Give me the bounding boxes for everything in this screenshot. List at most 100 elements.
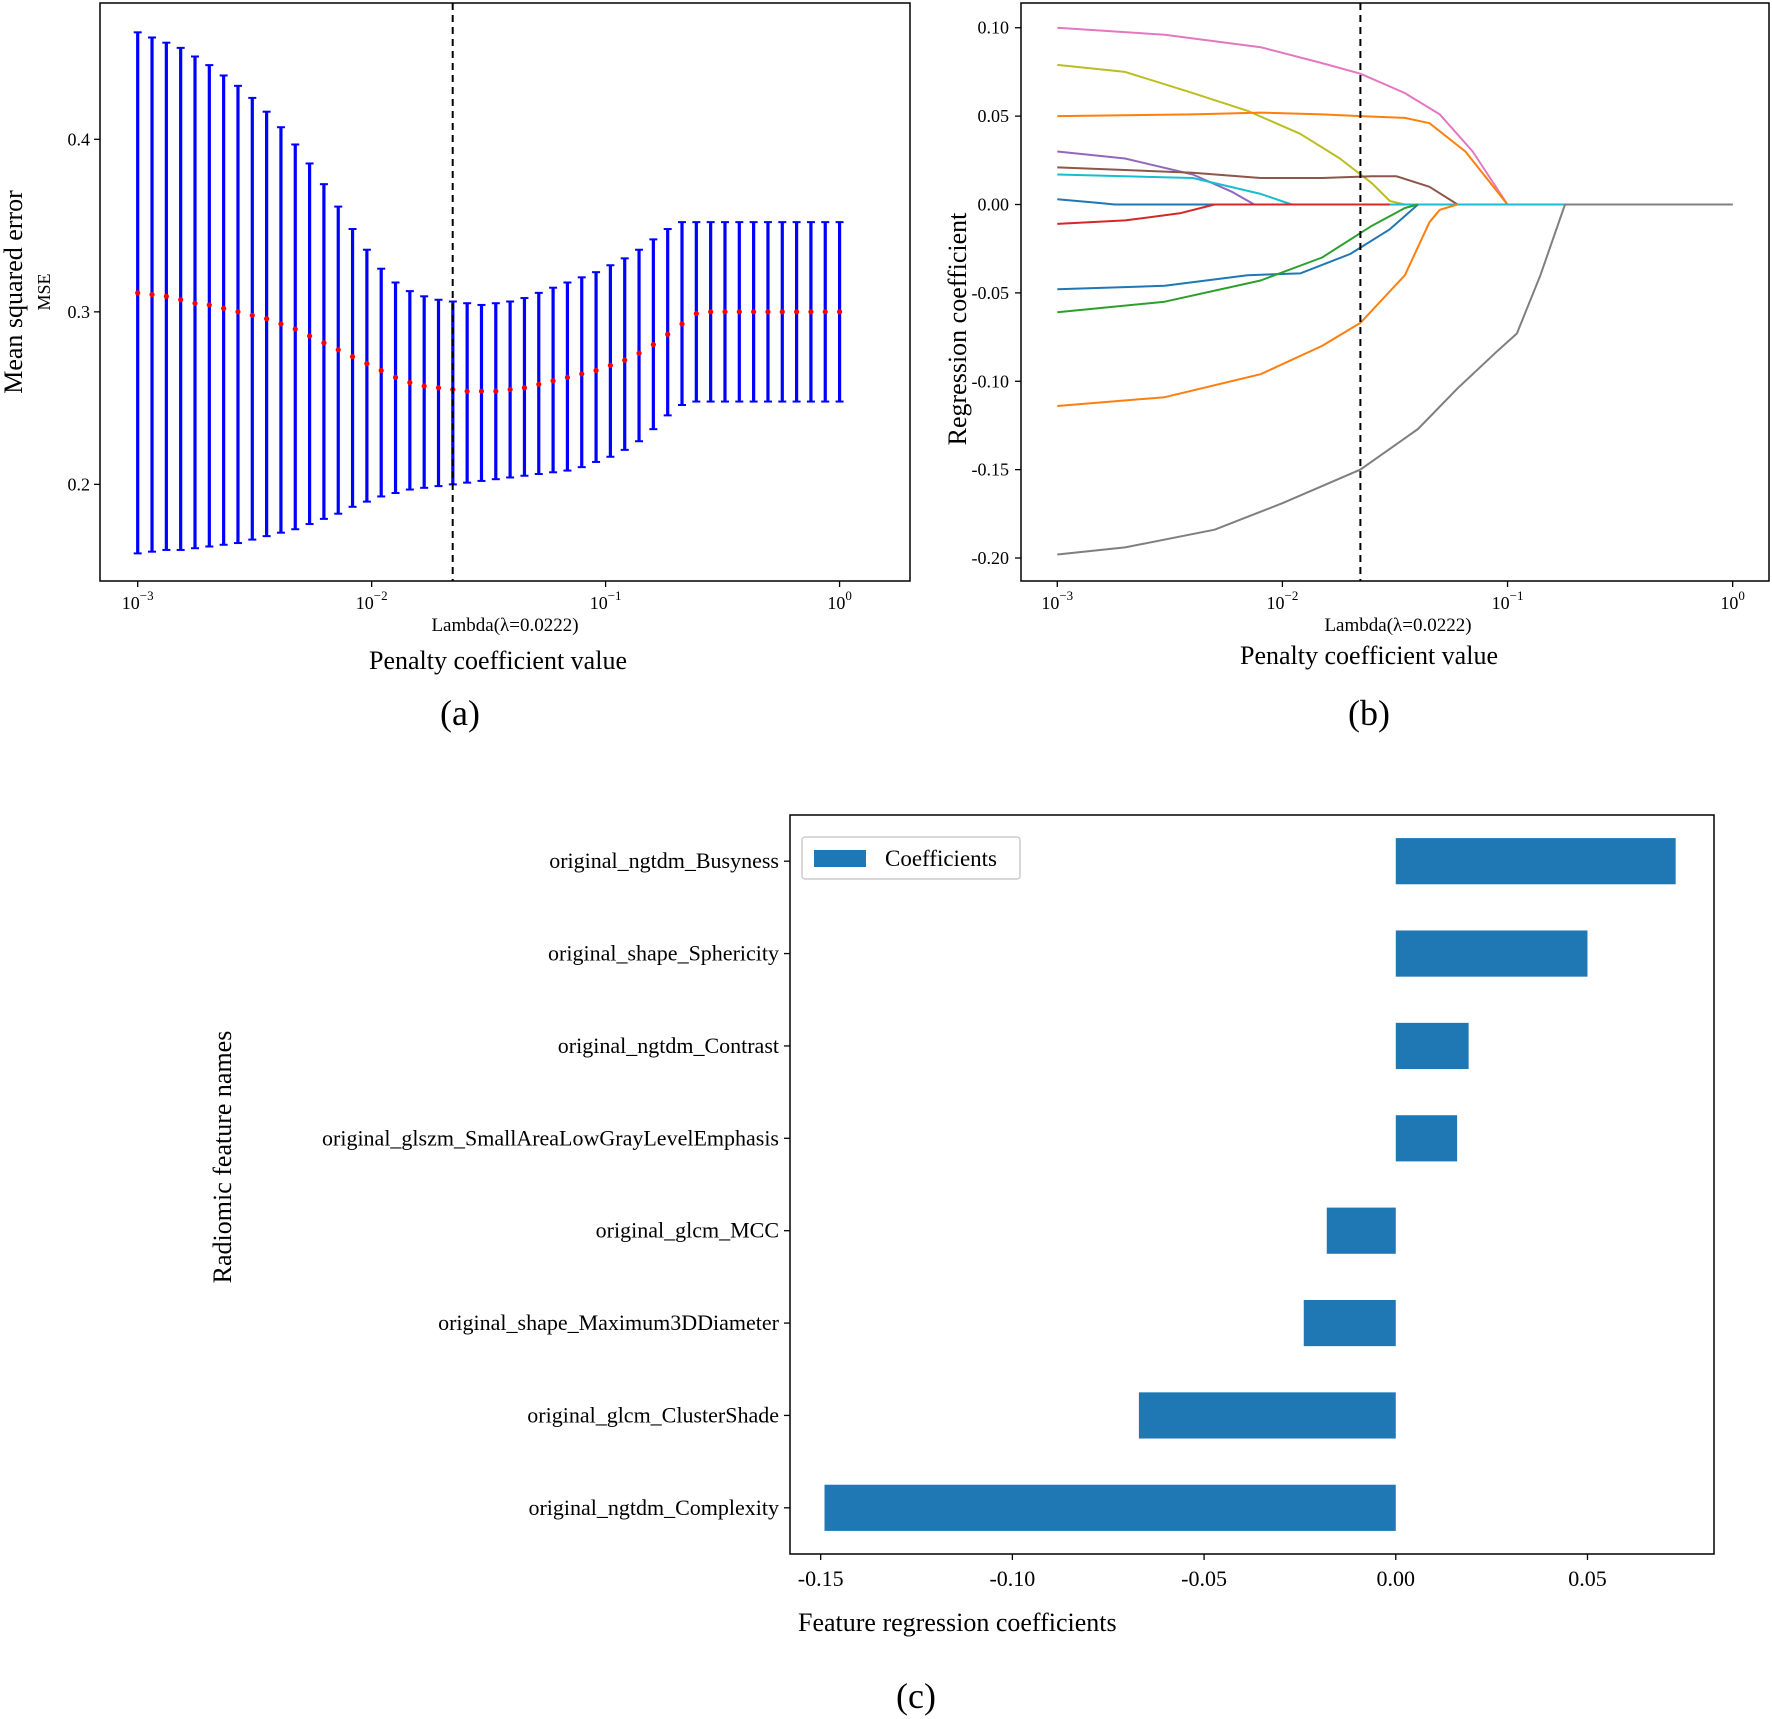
feature-label: original_shape_Sphericity (548, 941, 779, 966)
feature-bar (1395, 1115, 1458, 1162)
feature-label: original_ngtdm_Complexity (528, 1495, 779, 1520)
y-tick-label: 0.2 (68, 474, 91, 494)
x-tick-label: 0.05 (1568, 1566, 1607, 1591)
panel-c-x-axis-label: Feature regression coefficients (798, 1608, 1117, 1637)
feature-bar (1395, 1022, 1469, 1070)
feature-bar (1326, 1207, 1396, 1254)
mean-point (392, 374, 399, 381)
panel-a-x-ticks: 10−3 10−2 10−1 100 (122, 581, 852, 613)
mean-point (650, 342, 656, 348)
panel-c-feature-bar-chart: -0.15 -0.10 -0.05 0.00 0.05 original_ngtdm_B… (208, 814, 1715, 1716)
mean-point (564, 374, 571, 381)
x-tick-label: 10−3 (122, 588, 154, 613)
feature-bar (824, 1484, 1396, 1531)
mean-point (521, 385, 528, 391)
x-tick-label: 100 (827, 588, 852, 613)
mean-point (765, 309, 771, 315)
mean-point (221, 305, 227, 311)
panel-c-x-ticks: -0.15 -0.10 -0.05 0.00 0.05 (798, 1554, 1607, 1591)
x-tick-label: -0.15 (798, 1566, 844, 1591)
mean-point (808, 309, 814, 315)
mean-point (163, 293, 169, 299)
mean-point (149, 291, 155, 298)
legend-swatch (814, 850, 866, 867)
mean-point (321, 340, 327, 346)
mean-point (192, 300, 198, 306)
mean-point (622, 357, 628, 363)
mean-point (822, 309, 828, 315)
panel-c-y-axis-label: Radiomic feature names (208, 1031, 237, 1284)
mean-point (536, 381, 542, 387)
x-tick-label: 10−1 (590, 588, 622, 613)
mean-point (593, 367, 599, 374)
mean-point (794, 309, 800, 315)
mean-point (779, 309, 785, 315)
mean-point (722, 309, 728, 315)
feature-label: original_ngtdm_Busyness (549, 848, 779, 873)
mean-point (264, 316, 270, 322)
coefficient-path-10 (1057, 203, 1419, 314)
panel-b-label: (b) (1348, 693, 1390, 733)
panel-a-x-axis-label: Penalty coefficient value (369, 646, 627, 675)
panel-b-y-ticks: 0.10 0.05 0.00 -0.05 -0.10 -0.15 -0.20 (972, 18, 1021, 568)
feature-label: original_glcm_MCC (596, 1218, 779, 1243)
mean-point (736, 309, 742, 315)
y-tick-label: -0.10 (972, 371, 1010, 391)
panel-a-mse-chart: 10−3 10−2 10−1 100 0.2 0.3 0.4 Lambda(λ=0.022… (0, 2, 911, 733)
x-tick-label: -0.10 (989, 1566, 1035, 1591)
mean-point (435, 385, 442, 391)
x-tick-label: 10−2 (356, 588, 388, 613)
y-tick-label: 0.05 (978, 106, 1010, 126)
panel-b-plot-frame (1020, 2, 1770, 582)
mean-point (607, 362, 613, 368)
mean-point (378, 367, 384, 374)
coefficient-path-6 (1057, 173, 1733, 206)
panel-a-label: (a) (440, 693, 480, 733)
y-tick-label: -0.15 (972, 460, 1010, 480)
mean-point (636, 350, 642, 356)
mean-point (679, 321, 685, 327)
panel-b-coefficient-paths: 10−3 10−2 10−1 100 0.10 0.05 0.00 -0.05 -0.10 -0… (943, 2, 1770, 733)
mean-point (407, 379, 413, 386)
mean-point (579, 371, 585, 377)
panel-c-feature-labels: original_ngtdm_Busyness original_shape_Sp… (322, 848, 790, 1520)
mean-point (306, 333, 313, 339)
mean-point (693, 310, 699, 317)
coefficient-path-9 (1057, 203, 1419, 291)
feature-bar (1395, 930, 1588, 977)
mean-point (478, 388, 485, 394)
mean-point (464, 388, 470, 394)
mean-point (836, 309, 843, 315)
y-tick-label: 0.3 (68, 302, 91, 322)
coefficient-path-1 (1057, 26, 1509, 206)
feature-bar (1138, 1392, 1396, 1439)
mean-point (708, 309, 714, 315)
coefficient-path-4 (1057, 150, 1255, 206)
mean-point (135, 290, 141, 296)
panel-a-plot-frame (99, 2, 911, 582)
y-tick-label: -0.05 (972, 283, 1010, 303)
x-tick-label: 10−2 (1266, 588, 1298, 613)
panel-b-y-axis-label: Regression coefficient (943, 212, 972, 445)
mean-point (335, 347, 341, 353)
panel-b-x-axis-label: Penalty coefficient value (1240, 641, 1498, 670)
panel-a-error-bars (133, 31, 844, 555)
feature-bar (1395, 838, 1676, 885)
mean-point (278, 321, 284, 327)
panel-c-bars (824, 838, 1676, 1531)
legend-frame (801, 836, 1021, 880)
mean-point (665, 331, 671, 337)
mean-point (249, 312, 255, 318)
mean-point (421, 383, 427, 389)
feature-label: original_shape_Maximum3DDiameter (438, 1310, 780, 1335)
feature-label: original_glcm_ClusterShade (527, 1402, 779, 1427)
coefficient-path-8 (1057, 203, 1390, 225)
x-tick-label: 10−1 (1492, 588, 1524, 613)
x-tick-label: 100 (1720, 588, 1745, 613)
panel-c-label: (c) (896, 1676, 936, 1716)
mean-point (235, 309, 241, 315)
mean-point (349, 354, 356, 360)
mean-point (507, 386, 513, 393)
panel-a-y-axis-label: Mean squared error (0, 190, 28, 394)
